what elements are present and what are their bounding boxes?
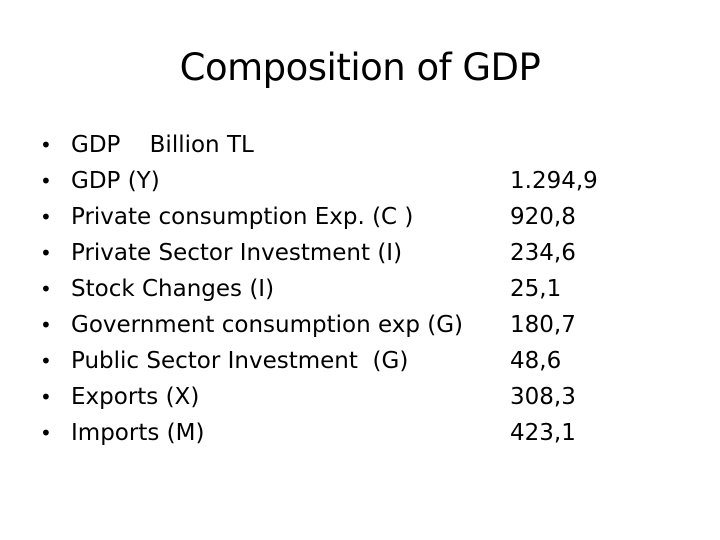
list-item: • Imports (M) 423,1 (40, 415, 680, 451)
bullet-icon: • (40, 349, 52, 373)
list-item: • GDP (Y) 1.294,9 (40, 163, 680, 199)
item-label: GDP Billion TL (71, 132, 254, 158)
item-label: Public Sector Investment (G) (71, 348, 409, 374)
item-label: Government consumption exp (G) (71, 312, 464, 338)
bullet-list: • GDP Billion TL • GDP (Y) 1.294,9 • Pri… (40, 127, 680, 451)
bullet-icon: • (40, 133, 52, 157)
list-item: • Stock Changes (I) 25,1 (40, 271, 680, 307)
bullet-icon: • (40, 277, 52, 301)
item-label: GDP (Y) (71, 168, 160, 194)
bullet-icon: • (40, 385, 52, 409)
item-value: 1.294,9 (510, 168, 598, 194)
slide-title: Composition of GDP (179, 46, 541, 89)
bullet-icon: • (40, 313, 52, 337)
item-value: 25,1 (510, 276, 562, 302)
list-item: • GDP Billion TL (40, 127, 680, 163)
list-item: • Exports (X) 308,3 (40, 379, 680, 415)
item-label: Stock Changes (I) (71, 276, 275, 302)
item-value: 48,6 (510, 348, 562, 374)
item-label: Private Sector Investment (I) (71, 240, 403, 266)
item-label: Imports (M) (71, 420, 205, 446)
bullet-icon: • (40, 421, 52, 445)
item-label: Exports (X) (71, 384, 200, 410)
bullet-icon: • (40, 241, 52, 265)
list-item: • Public Sector Investment (G) 48,6 (40, 343, 680, 379)
item-value: 180,7 (510, 312, 576, 338)
item-value: 308,3 (510, 384, 576, 410)
item-value: 920,8 (510, 204, 576, 230)
bullet-icon: • (40, 205, 52, 229)
item-value: 234,6 (510, 240, 576, 266)
list-item: • Private consumption Exp. (C ) 920,8 (40, 199, 680, 235)
item-label: Private consumption Exp. (C ) (71, 204, 414, 230)
list-item: • Private Sector Investment (I) 234,6 (40, 235, 680, 271)
list-item: • Government consumption exp (G) 180,7 (40, 307, 680, 343)
item-value: 423,1 (510, 420, 576, 446)
bullet-icon: • (40, 169, 52, 193)
